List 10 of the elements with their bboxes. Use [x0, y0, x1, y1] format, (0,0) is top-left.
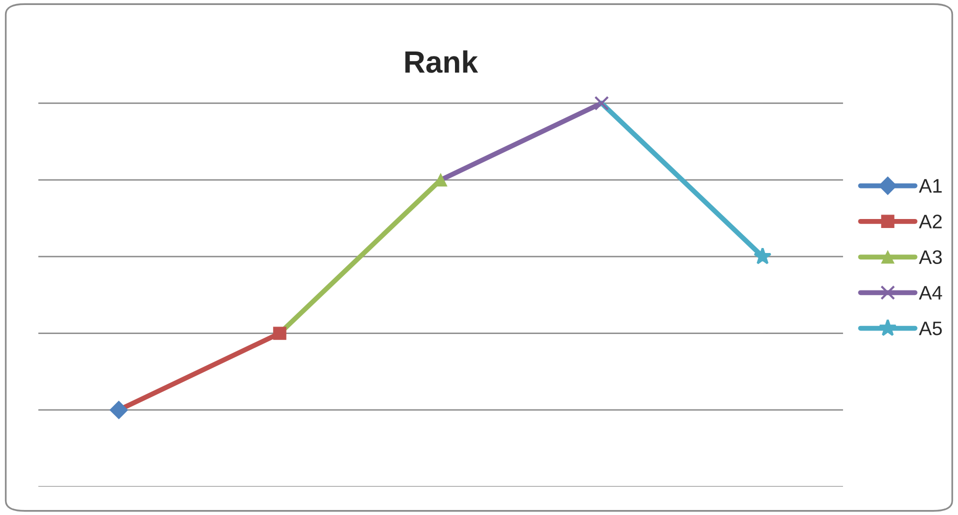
chart-title: Rank	[405, 50, 478, 73]
point	[754, 247, 772, 264]
legend-label: A5	[918, 322, 942, 336]
legend-label: A3	[918, 250, 942, 264]
point	[594, 96, 609, 111]
legend-label: A2	[918, 214, 942, 228]
point	[110, 400, 128, 420]
point	[273, 326, 286, 340]
legend-label: A4	[918, 286, 942, 300]
legend-label: A1	[918, 179, 942, 193]
